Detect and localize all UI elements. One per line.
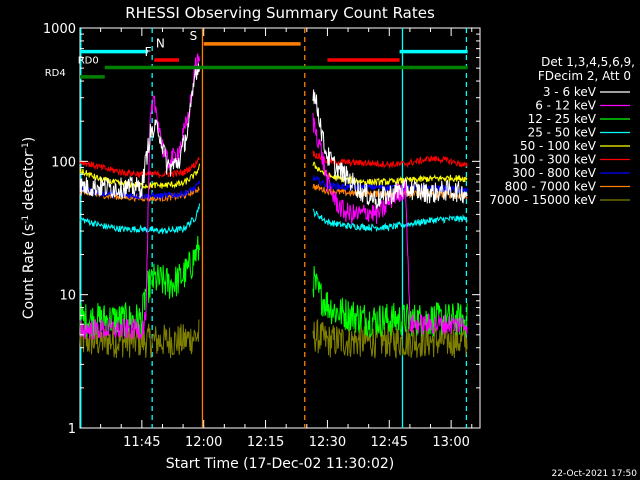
x-axis-label: Start Time (17-Dec-02 11:30:02) — [166, 456, 394, 472]
flag-label-F-3: F — [145, 45, 152, 59]
flag-label-S-2: S — [190, 29, 198, 43]
flag-bars: N S F RD0 RD4 — [45, 29, 468, 79]
axis-ticks: 11:45 12:00 12:15 12:30 12:45 13:00 1 10 100 1000 — [43, 22, 480, 450]
flag-label-RD0-5: RD0 — [78, 56, 99, 67]
y-tick-label-1: 10 — [59, 289, 76, 304]
legend-label-8: 7000 - 15000 keV — [489, 193, 596, 207]
x-tick-label-2: 12:15 — [247, 435, 284, 450]
flag-label-N-0: N — [156, 37, 165, 51]
y-tick-label-3: 1000 — [43, 22, 76, 37]
legend-label-2: 12 - 25 keV — [528, 112, 597, 126]
legend-label-3: 25 - 50 keV — [528, 126, 597, 140]
x-tick-label-1: 12:00 — [185, 435, 222, 450]
series-8 — [79, 318, 468, 360]
legend-label-4: 50 - 100 keV — [520, 139, 597, 153]
x-tick-label-0: 11:45 — [123, 435, 160, 450]
series-3-segment-1 — [312, 208, 468, 233]
series-5-segment-0 — [79, 157, 200, 179]
legend-label-5: 100 - 300 keV — [512, 153, 596, 167]
chart-title: RHESSI Observing Summary Count Rates — [125, 4, 435, 22]
y-tick-label-2: 100 — [51, 155, 76, 170]
vertical-markers — [80, 28, 468, 428]
legend-label-7: 800 - 7000 keV — [505, 180, 597, 194]
series-2-segment-0 — [79, 235, 200, 337]
y-label-main: Count Rate (s — [21, 224, 37, 319]
legend-header-line2: FDecim 2, Att 0 — [538, 69, 631, 83]
series-4-segment-1 — [312, 161, 468, 187]
footer-date: 22-Oct-2021 17:50 — [552, 469, 638, 479]
legend-label-0: 3 - 6 keV — [543, 85, 597, 99]
series-layer — [79, 53, 468, 360]
series-5-segment-1 — [312, 150, 468, 170]
series-8-segment-0 — [79, 319, 200, 359]
series-0-segment-1 — [312, 89, 468, 210]
series-1 — [79, 53, 468, 341]
series-5 — [79, 150, 468, 179]
legend-label-1: 6 - 12 keV — [535, 99, 597, 113]
series-0-segment-0 — [79, 63, 200, 199]
y-label-sup2: -1 — [21, 142, 31, 151]
x-tick-label-5: 13:00 — [432, 435, 469, 450]
legend-label-6: 300 - 800 keV — [512, 166, 596, 180]
y-tick-label-0: 1 — [68, 422, 76, 437]
series-1-segment-1 — [312, 112, 468, 336]
series-3-segment-0 — [79, 203, 200, 235]
series-2 — [79, 235, 468, 338]
y-label-end: ) — [21, 137, 37, 142]
series-0 — [79, 63, 468, 210]
x-tick-label-4: 12:45 — [371, 435, 408, 450]
series-1-segment-0 — [79, 53, 200, 341]
x-tick-label-3: 12:30 — [309, 435, 346, 450]
y-label-sup1: -1 — [21, 215, 31, 224]
series-2-segment-1 — [312, 265, 468, 338]
y-label-mid: detector — [21, 151, 37, 215]
legend: Det 1,3,4,5,6,9, FDecim 2, Att 0 3 - 6 k… — [489, 55, 635, 207]
legend-header-line1: Det 1,3,4,5,6,9, — [541, 55, 635, 69]
flag-label-RD4-6: RD4 — [45, 68, 66, 79]
plot-frame — [79, 27, 481, 429]
series-8-segment-1 — [312, 318, 468, 360]
series-3 — [79, 203, 468, 235]
y-axis-label: Count Rate (s-1 detector-1) — [21, 137, 37, 319]
